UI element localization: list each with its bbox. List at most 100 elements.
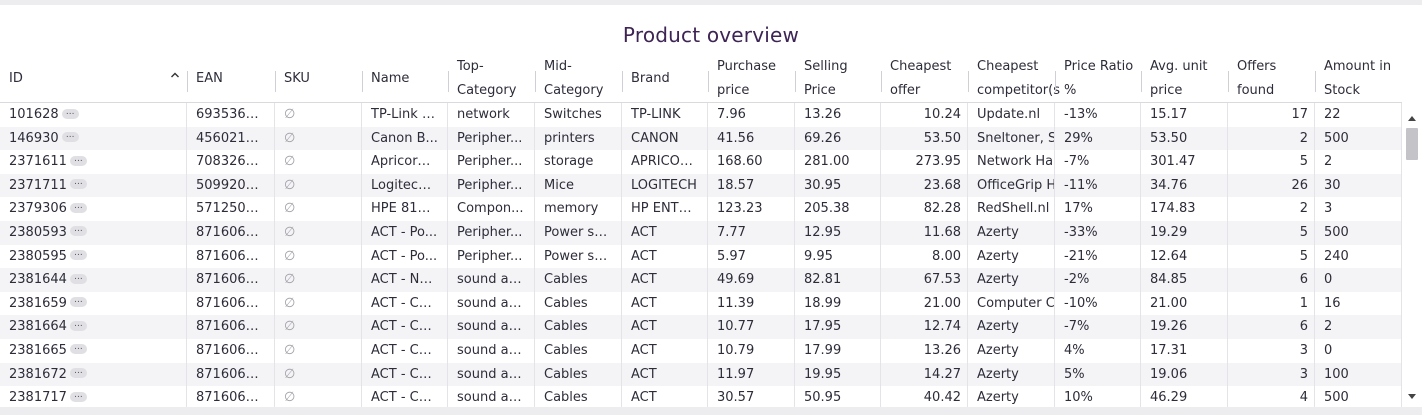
cell-cheapest-comp: Azerty xyxy=(968,362,1055,387)
column-separator[interactable] xyxy=(795,71,796,92)
cell-name: ACT - Co... xyxy=(362,315,448,339)
more-options-badge[interactable]: ... xyxy=(69,249,87,261)
column-header-selling[interactable]: Selling Price xyxy=(795,55,881,102)
cell-value: ∅ xyxy=(284,390,296,406)
column-header-purchase[interactable]: Purchase price xyxy=(708,55,795,102)
column-header-sku[interactable]: SKU xyxy=(275,55,362,102)
more-options-badge[interactable]: ... xyxy=(69,319,87,331)
column-separator[interactable] xyxy=(1228,71,1229,92)
product-overview-panel: Product overview ID EAN SKU Name Top- Catego… xyxy=(0,5,1422,407)
more-options-badge[interactable]: ... xyxy=(61,107,79,119)
column-header-stock[interactable]: Amount in Stock xyxy=(1315,55,1402,102)
column-separator[interactable] xyxy=(708,71,709,92)
more-options-badge[interactable]: ... xyxy=(61,131,79,143)
cell-ean: 57125058... xyxy=(187,197,275,221)
table-row[interactable]: 2379306... 57125058... ∅ HPE 8194... Compon.… xyxy=(0,197,1402,221)
table-row[interactable]: 2381672... 87160653... ∅ ACT - Co... sound a… xyxy=(0,362,1402,387)
vertical-scrollbar[interactable] xyxy=(1402,108,1422,401)
cell-value: 67.53 xyxy=(923,272,961,288)
cell-id: 2380593... xyxy=(0,220,187,245)
column-separator[interactable] xyxy=(187,71,188,92)
more-options-badge[interactable]: ... xyxy=(69,154,87,166)
column-header-ratio[interactable]: Price Ratio % xyxy=(1055,55,1141,102)
table-body: 101628... 69353640... ∅ TP-Link T... network… xyxy=(0,103,1402,407)
cell-brand: TP-LINK xyxy=(622,103,708,127)
column-separator[interactable] xyxy=(968,71,969,92)
table-row[interactable]: 2381664... 87160653... ∅ ACT - Co... sound a… xyxy=(0,315,1402,339)
cell-value: 19.06 xyxy=(1150,366,1188,382)
cell-stock: 2 xyxy=(1315,315,1402,339)
cell-cheapest-comp: Azerty xyxy=(968,220,1055,245)
column-header-top[interactable]: Top- Category xyxy=(448,55,535,102)
more-options-badge[interactable]: ... xyxy=(69,201,87,213)
cell-value: 2381644 xyxy=(9,272,67,288)
table-row[interactable]: 146930... 45602152... ∅ Canon B... Peripher.… xyxy=(0,126,1402,151)
scroll-up-icon[interactable] xyxy=(1407,114,1417,124)
column-separator[interactable] xyxy=(1315,71,1316,92)
more-options-badge[interactable]: ... xyxy=(69,343,87,355)
cell-value: Power su... xyxy=(544,248,615,264)
cell-value: LOGITECH xyxy=(631,177,697,193)
cell-value: 82.81 xyxy=(804,272,842,288)
cell-mid: Switches xyxy=(535,103,622,127)
table-row[interactable]: 2381665... 87160653... ∅ ACT - Co... sound a… xyxy=(0,338,1402,363)
column-header-brand[interactable]: Brand xyxy=(622,55,708,102)
cell-value: 87160653... xyxy=(196,319,275,335)
cell-ratio: 5% xyxy=(1055,362,1141,387)
cell-value: 87160653... xyxy=(196,272,275,288)
more-options-badge[interactable]: ... xyxy=(69,390,87,402)
more-options-badge[interactable]: ... xyxy=(69,225,87,237)
column-separator[interactable] xyxy=(881,71,882,92)
cell-cheapest-offer: 21.00 xyxy=(881,291,968,316)
scroll-down-icon[interactable] xyxy=(1407,391,1417,401)
cell-value: 2371611 xyxy=(9,154,67,170)
cell-value: Sneltoner, Sr xyxy=(977,130,1055,146)
cell-value: 69353640... xyxy=(196,107,275,122)
cell-purchase: 168.60 xyxy=(708,150,795,174)
column-separator[interactable] xyxy=(448,71,449,92)
cell-value: 15.17 xyxy=(1150,107,1188,122)
table-row[interactable]: 2381659... 87160653... ∅ ACT - Co... sound a… xyxy=(0,291,1402,316)
cell-selling: 50.95 xyxy=(795,386,881,407)
table-row[interactable]: 2381644... 87160653... ∅ ACT - Ne... sound a… xyxy=(0,268,1402,292)
cell-stock: 240 xyxy=(1315,244,1402,269)
more-options-badge[interactable]: ... xyxy=(69,367,87,379)
more-options-badge[interactable]: ... xyxy=(69,296,87,308)
table-row[interactable]: 2380593... 87160653... ∅ ACT - Po... Periphe… xyxy=(0,220,1402,245)
column-separator[interactable] xyxy=(275,71,276,92)
more-options-badge[interactable]: ... xyxy=(69,272,87,284)
column-separator[interactable] xyxy=(1141,71,1142,92)
scroll-thumb[interactable] xyxy=(1406,128,1418,160)
cell-value: -7% xyxy=(1064,319,1090,335)
cell-ean: 87160653... xyxy=(187,362,275,387)
cell-value: 3 xyxy=(1324,201,1333,217)
column-header-cheapest-offer[interactable]: Cheapest offer xyxy=(881,55,968,102)
column-separator[interactable] xyxy=(535,71,536,92)
column-separator[interactable] xyxy=(1055,71,1056,92)
table-row[interactable]: 101628... 69353640... ∅ TP-Link T... network… xyxy=(0,103,1402,127)
column-header-avg[interactable]: Avg. unit price xyxy=(1141,55,1228,102)
column-header-label: EAN xyxy=(196,70,223,86)
table-row[interactable]: 2371711... 5099206... ∅ Logitech ... Periphe… xyxy=(0,173,1402,198)
column-header-offers[interactable]: Offers found xyxy=(1228,55,1315,102)
cell-ratio: -21% xyxy=(1055,244,1141,269)
more-options-badge[interactable]: ... xyxy=(69,178,87,190)
cell-brand: ACT xyxy=(622,268,708,292)
column-header-mid[interactable]: Mid- Category xyxy=(535,55,622,102)
column-header-name[interactable]: Name xyxy=(362,55,448,102)
column-header-cheapest-comp[interactable]: Cheapest competitor(s xyxy=(968,55,1060,102)
column-separator[interactable] xyxy=(362,71,363,92)
cell-avg: 46.29 xyxy=(1141,386,1228,407)
cell-ean: 87160653... xyxy=(187,244,275,269)
table-row[interactable]: 2380595... 87160653... ∅ ACT - Po... Periphe… xyxy=(0,244,1402,269)
cell-sku: ∅ xyxy=(275,103,362,127)
chevron-up-icon[interactable] xyxy=(170,70,180,80)
cell-value: 6 xyxy=(1299,272,1308,288)
column-header-ean[interactable]: EAN xyxy=(187,55,275,102)
table-row[interactable]: 2371611... 70832691... ∅ Apricorn ... Periph… xyxy=(0,150,1402,174)
column-header-id[interactable]: ID xyxy=(0,55,187,102)
column-separator[interactable] xyxy=(622,71,623,92)
cell-value: 17.95 xyxy=(804,319,842,335)
table-row[interactable]: 2381717... 87160653... ∅ ACT - Co... sound a… xyxy=(0,386,1402,407)
cell-value: HPE 8194... xyxy=(371,201,447,217)
